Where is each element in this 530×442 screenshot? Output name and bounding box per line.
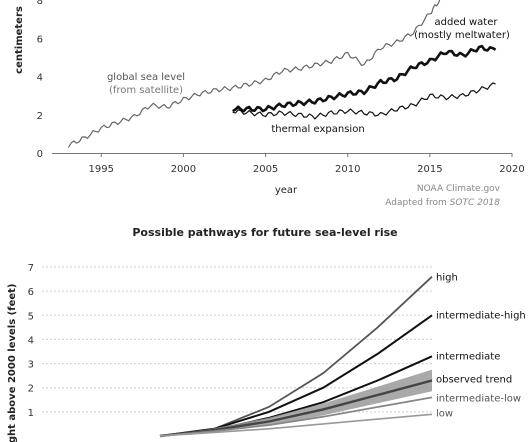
label-added-line1: added water [435, 17, 499, 28]
label-intermediate-low: intermediate-low [436, 393, 521, 404]
series-added-water [231, 44, 497, 113]
label-observed-trend: observed trend [436, 374, 512, 385]
top-x-tick-label: 2005 [253, 164, 278, 175]
label-low: low [436, 408, 453, 419]
bottom-y-tick-label: 5 [28, 311, 34, 322]
label-thermal: thermal expansion [271, 124, 364, 135]
bottom-y-tick-label: 2 [28, 384, 34, 395]
top-y-tick-label: 0 [37, 149, 43, 160]
top-y-axis-label: centimeters [14, 6, 25, 74]
credit-line2: Adapted from SOTC 2018 [385, 198, 500, 208]
credit-source: SOTC 2018 [450, 198, 501, 208]
label-intermediate: intermediate [436, 351, 500, 362]
label-high: high [436, 273, 458, 284]
top-y-ticks: 0 2 4 6 8 [37, 0, 43, 160]
bottom-chart: Possible pathways for future sea-level r… [7, 226, 526, 442]
label-intermediate-high: intermediate-high [436, 310, 526, 321]
credit-prefix: Adapted from [385, 198, 447, 208]
bottom-y-tick-label: 3 [28, 360, 34, 371]
label-global-line2: (from satellite) [109, 85, 183, 96]
series-low [159, 413, 433, 437]
credit-line1: NOAA Climate.gov [417, 184, 501, 194]
bottom-y-tick-label: 7 [28, 263, 34, 274]
bottom-chart-title: Possible pathways for future sea-level r… [132, 226, 397, 239]
series-thermal-expansion [232, 82, 496, 120]
bottom-series-labels: high intermediate-high intermediate observe… [436, 273, 526, 420]
top-series-group [67, 0, 497, 148]
observed-trend-band [160, 369, 432, 436]
top-x-tick-label: 2020 [499, 164, 524, 175]
series-intermediate-low [159, 396, 433, 437]
bottom-y-tick-label: 1 [28, 408, 34, 419]
series-global-sea-level [67, 0, 441, 148]
bottom-series-group [159, 276, 433, 438]
top-x-ticks: 1995 2000 2005 2010 2015 2020 [89, 153, 525, 175]
top-x-tick-label: 2015 [417, 164, 442, 175]
bottom-y-tick-label: 6 [28, 287, 34, 298]
top-y-tick-label: 4 [37, 73, 43, 84]
top-x-tick-label: 2010 [335, 164, 360, 175]
bottom-y-axis-label: height above 2000 levels (feet) [7, 284, 18, 442]
top-chart: 1995 2000 2005 2010 2015 2020 0 2 4 6 8 centimete… [14, 0, 525, 208]
top-y-tick-label: 6 [37, 34, 43, 45]
top-x-tick-label: 1995 [89, 164, 114, 175]
top-y-tick-label: 2 [37, 111, 43, 122]
bottom-y-tick-label: 4 [28, 335, 34, 346]
label-added-line2: (mostly meltwater) [414, 30, 510, 41]
top-x-axis-label: year [275, 185, 298, 196]
top-y-tick-label: 8 [37, 0, 43, 7]
series-observed-trend [159, 379, 433, 438]
top-x-tick-label: 2000 [171, 164, 196, 175]
label-global-line1: global sea level [107, 72, 185, 83]
bottom-grid: 7 6 5 4 3 2 1 [28, 263, 432, 419]
